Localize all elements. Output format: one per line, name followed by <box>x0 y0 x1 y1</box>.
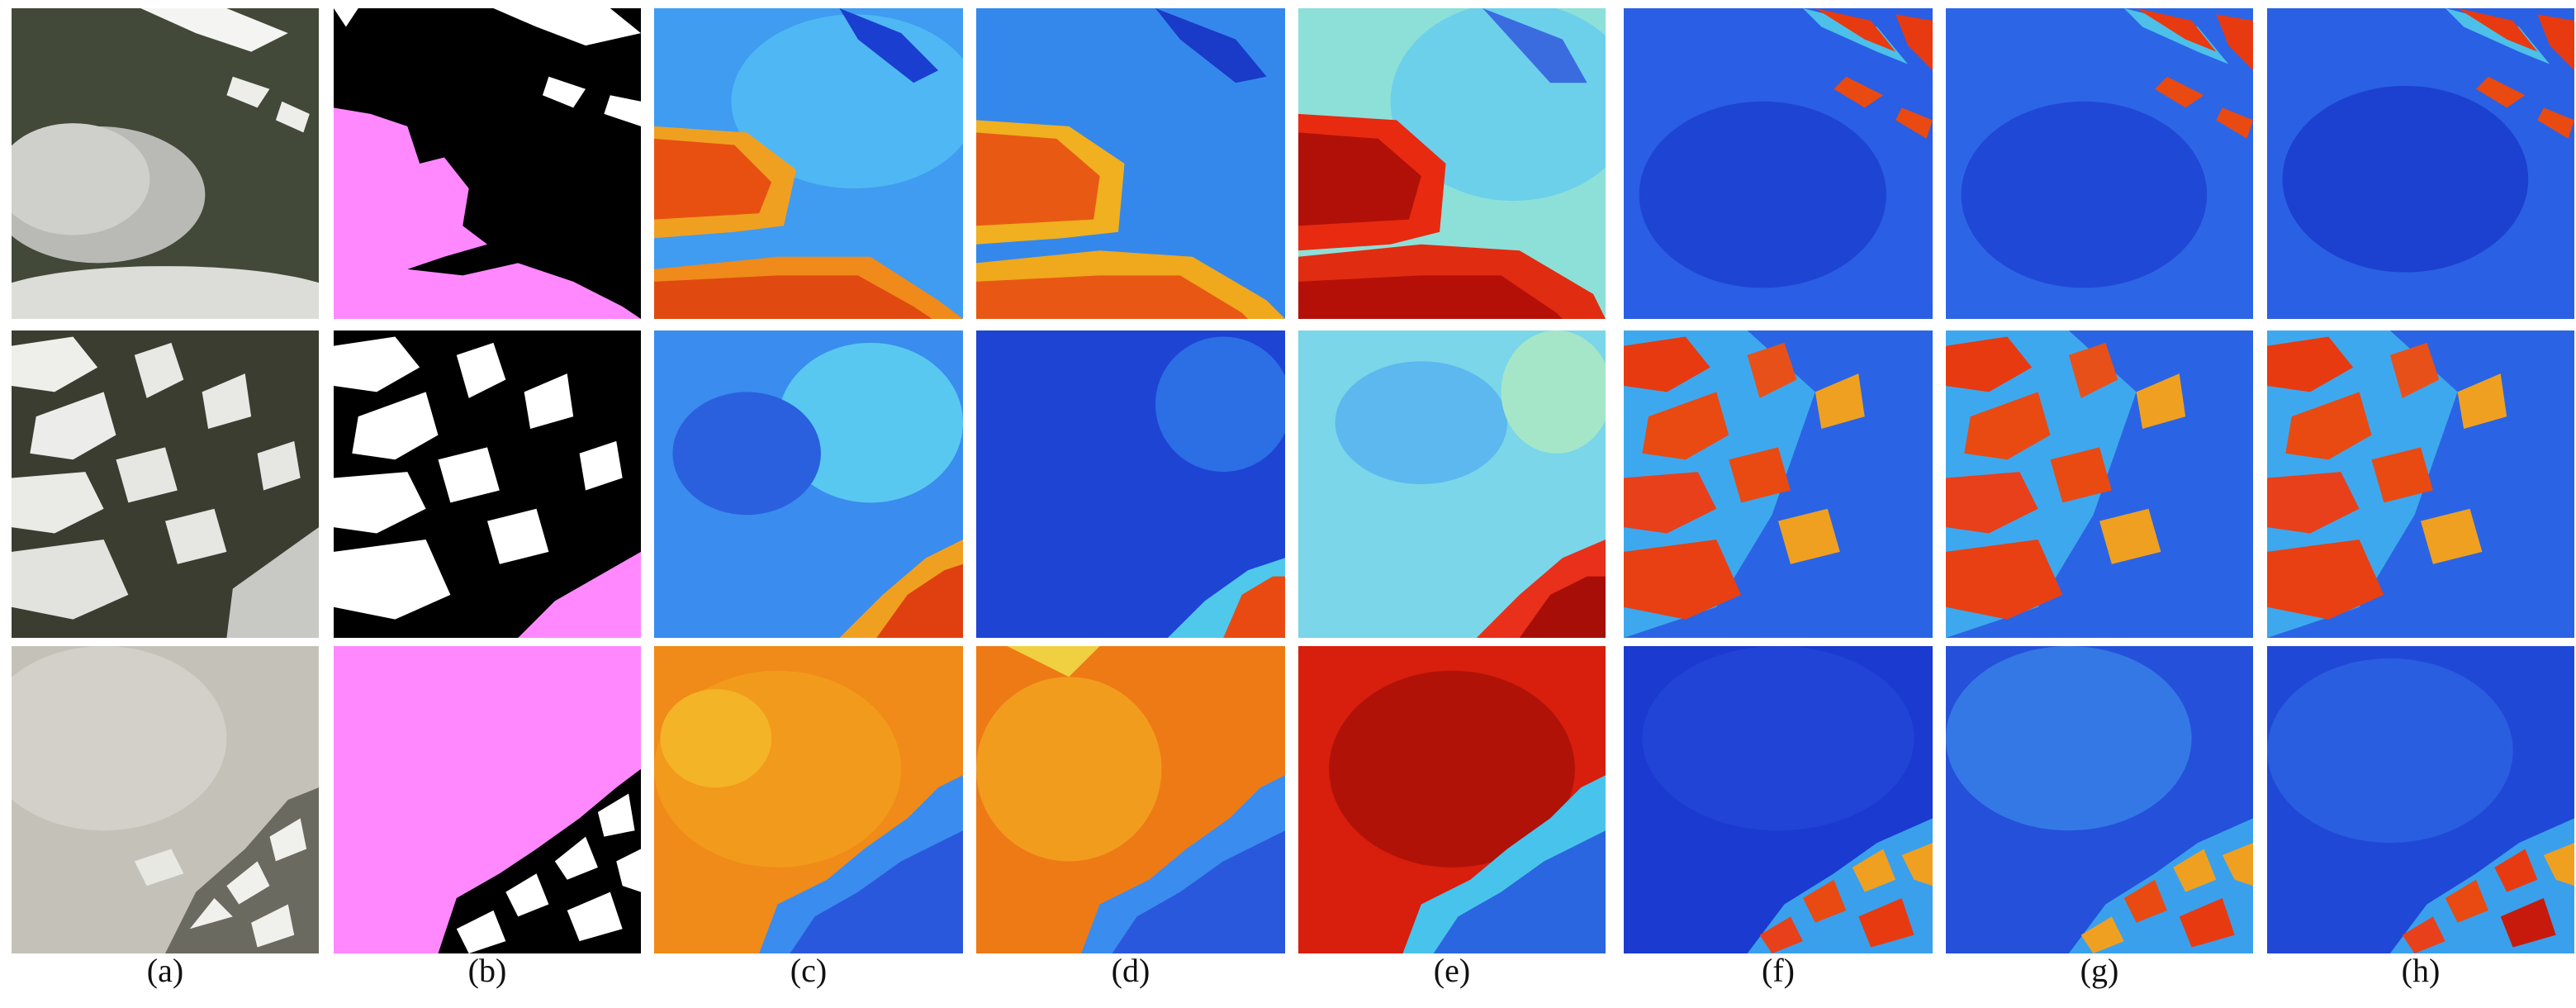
heatmap-e-row3 <box>1298 646 1606 953</box>
heatmap-d-row1 <box>976 8 1285 319</box>
rgb-image-row1 <box>12 8 319 319</box>
heatmap-f-row3 <box>1624 646 1933 953</box>
heatmap-g-row3 <box>1946 646 2253 953</box>
heatmap-d-row2 <box>976 330 1285 638</box>
heatmap-g-row2 <box>1946 330 2253 638</box>
heatmap-d-row3 <box>976 646 1285 953</box>
heatmap-c-row2 <box>654 330 963 638</box>
heatmap-e-row2 <box>1298 330 1606 638</box>
column-label-a: (a) <box>146 952 184 989</box>
column-label-g: (g) <box>2080 952 2119 989</box>
column-label-e: (e) <box>1433 952 1471 989</box>
column-label-f: (f) <box>1762 952 1795 989</box>
column-label-c: (c) <box>790 952 828 989</box>
heatmap-c-row1 <box>654 8 963 319</box>
heatmap-e-row1 <box>1298 8 1606 319</box>
mask-row3 <box>334 646 641 953</box>
rgb-image-row3 <box>12 646 319 953</box>
heatmap-f-row1 <box>1624 8 1933 319</box>
heatmap-f-row2 <box>1624 330 1933 638</box>
heatmap-h-row1 <box>2267 8 2574 319</box>
mask-row1 <box>334 8 641 319</box>
heatmap-h-row2 <box>2267 330 2574 638</box>
column-label-h: (h) <box>2401 952 2441 989</box>
column-label-b: (b) <box>467 952 507 989</box>
heatmap-h-row3 <box>2267 646 2574 953</box>
column-label-d: (d) <box>1111 952 1150 989</box>
mask-row2 <box>334 330 641 638</box>
rgb-image-row2 <box>12 330 319 638</box>
heatmap-g-row1 <box>1946 8 2253 319</box>
heatmap-c-row3 <box>654 646 963 953</box>
